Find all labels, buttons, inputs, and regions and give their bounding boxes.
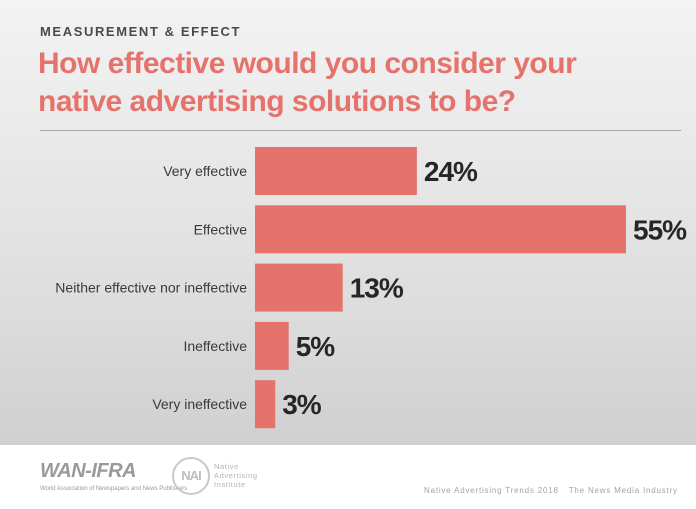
value-label-1: 55% <box>633 214 687 245</box>
category-label-1: Effective <box>194 221 248 237</box>
title-divider <box>40 130 681 131</box>
category-label-3: Ineffective <box>183 338 247 354</box>
source-credit: Native Advertising Trends 2018 The News M… <box>424 486 678 495</box>
source-report-title: Native Advertising Trends 2018 <box>424 486 559 495</box>
bar-1 <box>255 205 626 254</box>
value-label-0: 24% <box>424 156 478 187</box>
title-line-2: native advertising solutions to be? <box>38 85 516 118</box>
section-eyebrow: MEASUREMENT & EFFECT <box>40 24 241 39</box>
bar-0 <box>255 147 417 195</box>
bar-4 <box>255 380 276 429</box>
chart-panel: MEASUREMENT & EFFECT How effective would… <box>0 0 696 445</box>
value-label-2: 13% <box>350 273 404 304</box>
bar-3 <box>255 321 289 370</box>
native-advertising-institute-logo: NAI Native Advertising Institute <box>172 457 282 497</box>
value-label-4: 3% <box>282 389 322 420</box>
title-line-1: How effective would you consider your <box>38 47 577 80</box>
wan-ifra-logo-text: WAN-IFRA <box>40 460 136 482</box>
nai-logo-text: Native Advertising Institute <box>214 462 258 489</box>
chart-title: How effective would you consider your na… <box>38 45 678 121</box>
wan-ifra-logo: WAN-IFRA World Association of Newspapers… <box>40 460 187 498</box>
bar-2 <box>255 263 343 312</box>
category-label-4: Very ineffective <box>152 396 247 412</box>
value-label-3: 5% <box>296 331 336 362</box>
source-report-subtitle: The News Media Industry <box>568 486 678 495</box>
footer: WAN-IFRA World Association of Newspapers… <box>0 445 696 509</box>
wan-ifra-logo-subtitle: World Association of Newspapers and News… <box>40 486 188 492</box>
category-label-0: Very effective <box>163 163 247 179</box>
category-label-2: Neither effective nor ineffective <box>55 280 247 296</box>
nai-logo-mark: NAI <box>172 457 210 495</box>
bar-chart: Very effective 24% Effective 55% Neither eff… <box>55 147 688 429</box>
